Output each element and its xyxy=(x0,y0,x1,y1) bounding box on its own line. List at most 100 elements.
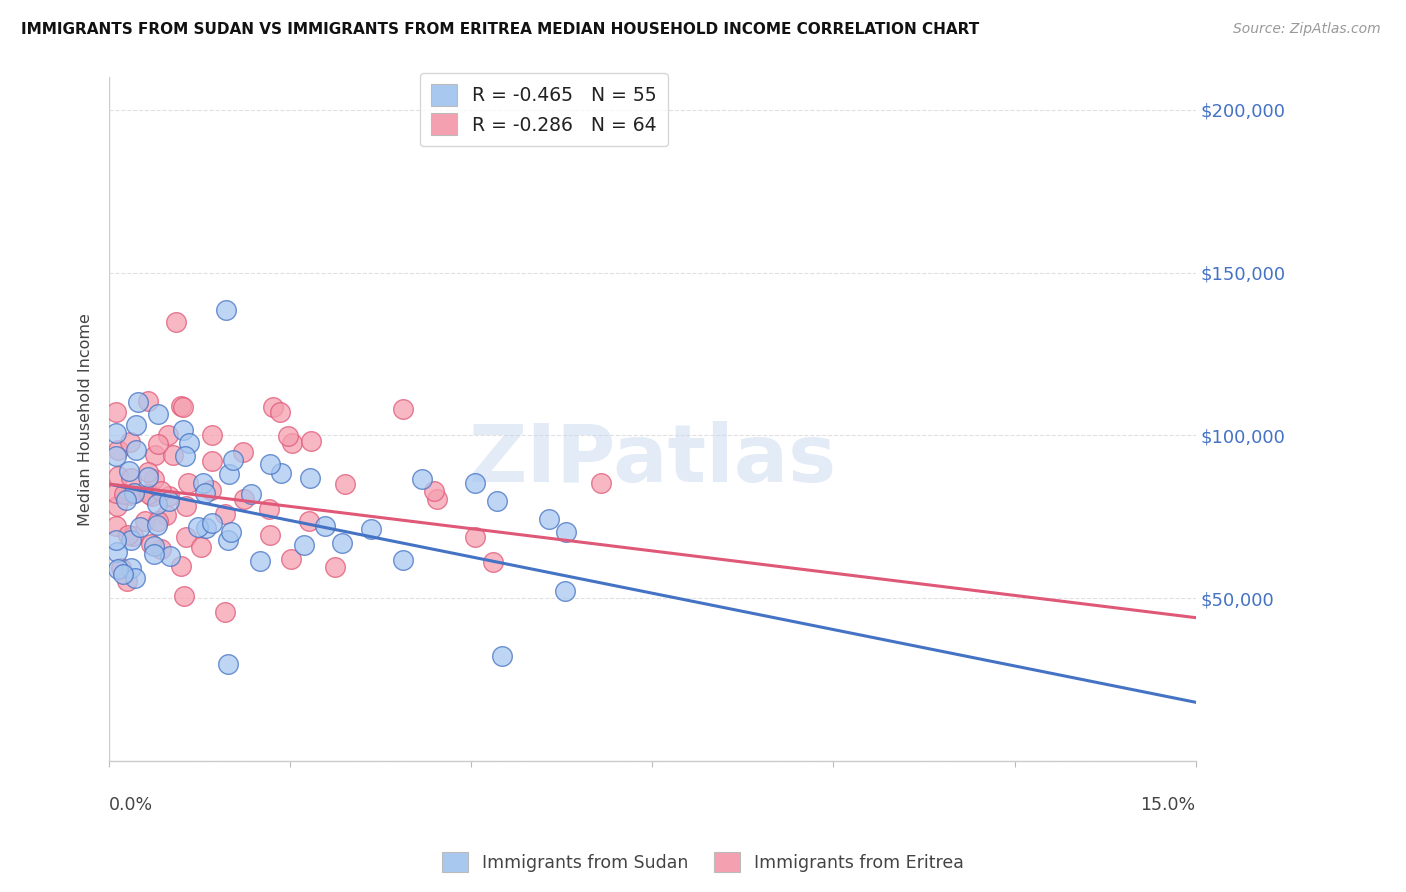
Point xyxy=(139,537,162,551)
Point xyxy=(215,303,238,318)
Text: 0.0%: 0.0% xyxy=(110,797,153,814)
Point xyxy=(145,497,167,511)
Legend: R = -0.465   N = 55, R = -0.286   N = 64: R = -0.465 N = 55, R = -0.286 N = 64 xyxy=(419,73,668,146)
Point xyxy=(118,488,141,502)
Point xyxy=(485,494,508,508)
Point xyxy=(262,400,284,414)
Point xyxy=(172,400,194,414)
Point xyxy=(146,407,169,421)
Point xyxy=(174,530,197,544)
Text: IMMIGRANTS FROM SUDAN VS IMMIGRANTS FROM ERITREA MEDIAN HOUSEHOLD INCOME CORRELA: IMMIGRANTS FROM SUDAN VS IMMIGRANTS FROM… xyxy=(21,22,980,37)
Point xyxy=(214,605,236,619)
Point xyxy=(292,538,315,552)
Point xyxy=(233,491,256,506)
Point xyxy=(200,483,222,498)
Point xyxy=(193,476,215,491)
Point xyxy=(125,443,148,458)
Point xyxy=(201,453,224,467)
Point xyxy=(217,657,239,671)
Point xyxy=(301,434,323,449)
Point xyxy=(120,560,142,574)
Point xyxy=(232,445,254,459)
Point xyxy=(314,519,336,533)
Point xyxy=(201,427,224,442)
Point xyxy=(411,472,433,486)
Point xyxy=(145,518,167,533)
Point xyxy=(107,442,129,457)
Point xyxy=(270,467,292,481)
Point xyxy=(136,465,159,479)
Point xyxy=(330,536,353,550)
Point xyxy=(173,589,195,603)
Point xyxy=(491,648,513,663)
Point xyxy=(172,423,194,437)
Point xyxy=(259,527,281,541)
Point xyxy=(281,436,304,450)
Point xyxy=(149,541,172,556)
Point xyxy=(297,515,319,529)
Point xyxy=(105,499,128,513)
Point xyxy=(127,395,149,409)
Point xyxy=(201,516,224,530)
Point xyxy=(157,493,180,508)
Point xyxy=(105,486,128,500)
Point xyxy=(162,449,184,463)
Point xyxy=(426,492,449,507)
Point xyxy=(165,315,187,329)
Point xyxy=(591,475,613,490)
Point xyxy=(170,558,193,573)
Point xyxy=(214,508,236,522)
Point xyxy=(105,518,128,533)
Point xyxy=(124,485,146,500)
Point xyxy=(537,512,560,526)
Text: 15.0%: 15.0% xyxy=(1140,797,1195,814)
Point xyxy=(423,484,446,499)
Point xyxy=(239,487,262,501)
Point xyxy=(392,553,415,567)
Point xyxy=(118,435,141,450)
Text: Source: ZipAtlas.com: Source: ZipAtlas.com xyxy=(1233,22,1381,37)
Point xyxy=(155,508,177,523)
Point xyxy=(117,574,139,588)
Point xyxy=(143,448,166,462)
Point xyxy=(173,449,195,463)
Point xyxy=(218,467,240,482)
Point xyxy=(124,418,146,433)
Point xyxy=(115,493,138,508)
Point xyxy=(391,402,413,417)
Point xyxy=(111,567,134,582)
Point xyxy=(221,453,243,467)
Point xyxy=(105,450,128,464)
Point xyxy=(464,475,486,490)
Point xyxy=(149,484,172,499)
Point xyxy=(146,437,169,451)
Point xyxy=(259,458,281,472)
Point xyxy=(118,464,141,478)
Point xyxy=(277,429,299,443)
Point xyxy=(195,521,218,535)
Point xyxy=(146,514,169,528)
Point xyxy=(157,489,180,503)
Point xyxy=(134,514,156,528)
Point xyxy=(129,520,152,534)
Point xyxy=(323,559,346,574)
Point xyxy=(335,477,357,491)
Point xyxy=(110,561,132,575)
Text: ZIPatlas: ZIPatlas xyxy=(468,421,837,500)
Point xyxy=(117,528,139,542)
Point xyxy=(280,552,302,566)
Point xyxy=(120,471,142,485)
Point xyxy=(138,487,160,501)
Point xyxy=(177,436,200,450)
Point xyxy=(105,426,128,441)
Point xyxy=(464,530,486,544)
Point xyxy=(136,470,159,484)
Point xyxy=(249,553,271,567)
Point xyxy=(269,405,291,419)
Point xyxy=(122,529,145,543)
Point xyxy=(105,405,128,419)
Point xyxy=(122,485,145,500)
Point xyxy=(157,428,180,442)
Point xyxy=(217,533,239,547)
Point xyxy=(177,475,200,490)
